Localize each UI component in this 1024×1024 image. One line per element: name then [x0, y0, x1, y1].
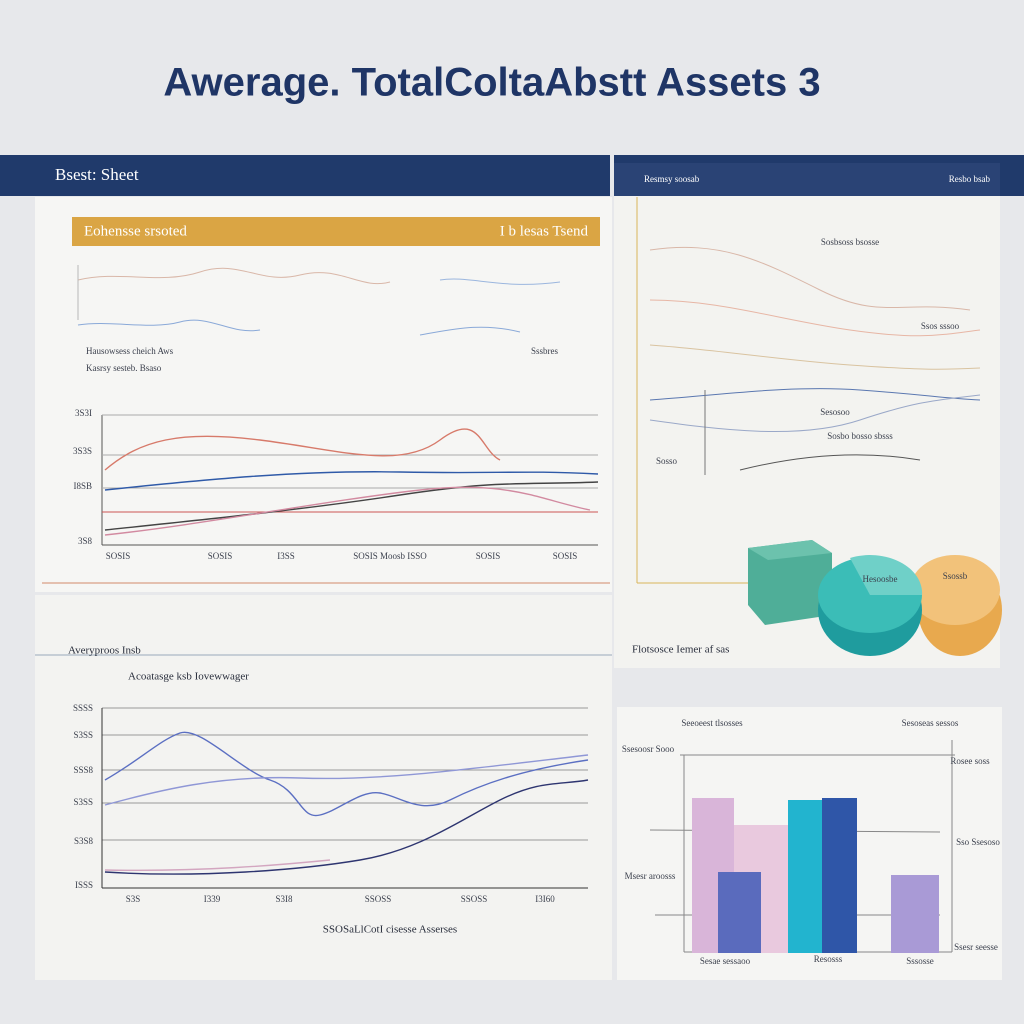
decor-line	[649, 246, 971, 311]
x-tick-label: SOSIS	[476, 551, 501, 561]
x-tick-label: SSOSS	[461, 894, 488, 904]
note: Sssbres	[531, 346, 559, 356]
x-tick-label: SOSIS Moosb ISSO	[353, 551, 427, 561]
decor-line	[77, 267, 391, 284]
header-bar	[0, 155, 610, 196]
bar	[891, 875, 939, 953]
pie-label: Hesoosbe	[863, 574, 898, 584]
pie-top	[910, 555, 1000, 625]
caption: Flotsosce Iemer af sas	[632, 644, 729, 656]
decor-line	[649, 344, 981, 370]
decor-line	[104, 779, 589, 875]
bar-label: Sssosse	[906, 956, 934, 966]
y-tick-label: S3S8	[74, 836, 94, 846]
decor-line	[739, 454, 921, 471]
panel-header	[614, 163, 1000, 196]
y-tick-label: SSS8	[73, 765, 93, 775]
bar-label: Rosee soss	[950, 756, 990, 766]
x-tick-label: I3I60	[535, 894, 555, 904]
y-tick-label: I8SB	[73, 481, 92, 491]
decor-line	[104, 481, 599, 531]
section-title: Averyproos Insb	[68, 645, 141, 657]
x-tick-label: SOSIS	[106, 551, 131, 561]
y-tick-label: ISSS	[75, 880, 93, 890]
x-tick-label: SOSIS	[553, 551, 578, 561]
pie-label: Ssossb	[943, 571, 968, 581]
panel-header-right: Resbo bsab	[949, 174, 991, 184]
decor-line	[649, 394, 981, 433]
decor-line	[77, 319, 261, 332]
decor-line	[77, 265, 561, 336]
decor-line	[649, 246, 981, 475]
bar-label: Ssesoosr Sooo	[622, 744, 675, 754]
y-tick-label: S3SS	[73, 797, 93, 807]
decor-line	[104, 428, 501, 471]
note: Sosbo bosso sbsss	[827, 431, 893, 441]
decor-line	[104, 471, 599, 491]
decor-line	[419, 326, 521, 336]
x-tick-label: S3S	[126, 894, 141, 904]
bar-label: Sesoseas sessos	[902, 718, 959, 728]
decor-line	[104, 754, 589, 806]
bar-label: Sso Ssesoso	[956, 837, 1000, 847]
panel	[35, 595, 612, 980]
panel-header-left: Resmsy soosab	[644, 174, 700, 184]
y-tick-label: 3S3I	[75, 408, 92, 418]
x-tick-label: I339	[204, 894, 221, 904]
note: Kasrsy sesteb. Bsaso	[86, 363, 162, 373]
cube-top	[748, 540, 832, 560]
bar-label: Resosss	[814, 954, 843, 964]
decor-line	[104, 731, 589, 875]
x-tick-label: SSOSS	[365, 894, 392, 904]
decor-line	[104, 859, 331, 872]
bar-label: Ssesr seesse	[954, 942, 998, 952]
page-title: Awerage. TotalColtaAbstt Assets 3	[163, 61, 820, 105]
y-tick-label: S3SS	[73, 730, 93, 740]
x-tick-label: S3I8	[275, 894, 293, 904]
banner-left: Eohensse srsoted	[84, 223, 187, 239]
cube	[748, 540, 832, 625]
pie-slice	[850, 555, 923, 595]
note: Sosso	[656, 456, 678, 466]
note: Ssos sssoo	[921, 321, 960, 331]
x-tick-label: SOSIS	[208, 551, 233, 561]
bar-label: Msesr aroosss	[625, 871, 676, 881]
decor-line	[104, 486, 591, 536]
bar	[788, 800, 822, 953]
decor-line	[649, 388, 981, 401]
note: Sesosoo	[820, 407, 850, 417]
x-axis-title: SSOSaLlCotI cisesse Asserses	[323, 924, 457, 936]
panel-title: Bsest: Sheet	[55, 165, 139, 184]
y-tick-label: 3S3S	[73, 446, 92, 456]
decor-line	[104, 428, 599, 536]
y-tick-label: SSSS	[73, 703, 93, 713]
banner	[72, 217, 600, 246]
decor-line	[649, 299, 981, 337]
banner-right: I b lesas Tsend	[500, 223, 589, 239]
chart-title: Acoatasge ksb Iovewwager	[128, 671, 249, 683]
decor-line	[101, 414, 598, 546]
bar-label: Seeoeest tlsosses	[681, 718, 743, 728]
bar	[718, 872, 761, 953]
bar-label: Sesae sessaoo	[700, 956, 751, 966]
decor-line	[439, 278, 561, 285]
y-tick-label: 3S8	[78, 536, 93, 546]
note: Sosbsoss bsosse	[821, 237, 879, 247]
note: Hausowsess cheich Aws	[86, 346, 174, 356]
decor-line	[104, 731, 589, 817]
x-tick-label: I3SS	[277, 551, 295, 561]
bar	[822, 798, 857, 953]
panel	[35, 197, 612, 592]
